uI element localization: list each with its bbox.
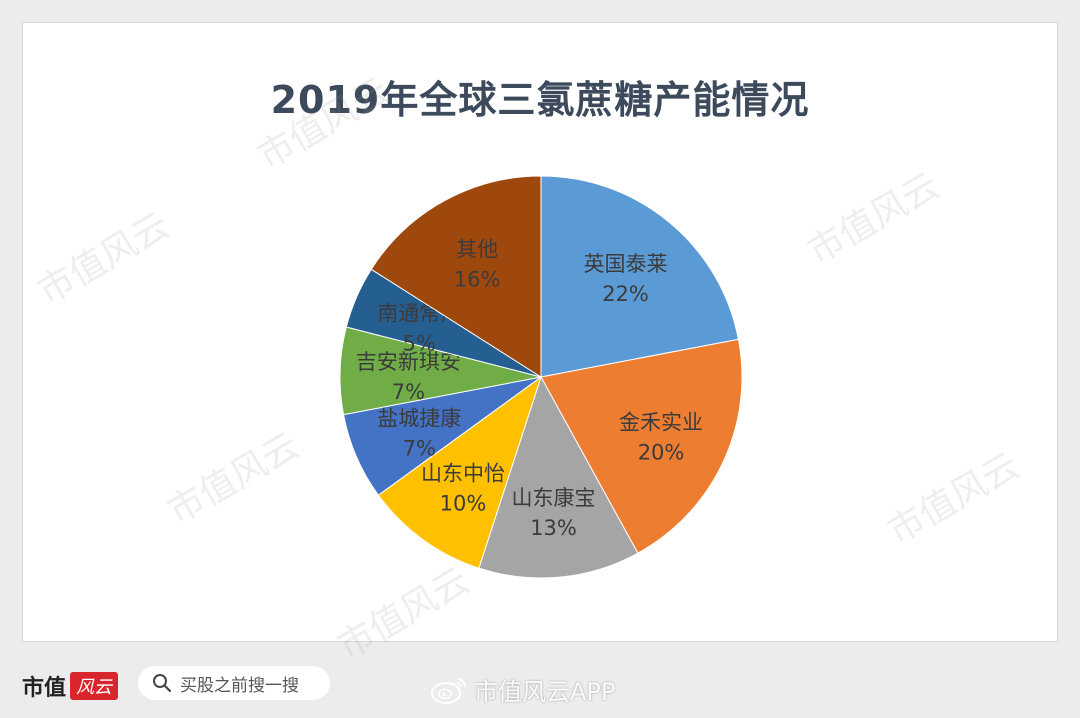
pie-chart: 英国泰莱 22% 金禾实业 20% 山东康宝 13% 山东中怡 10% 盐城捷康 7% 吉安新琪安 7… <box>339 175 743 579</box>
slice-percent-label: 20% <box>638 440 685 464</box>
pie-slice <box>377 375 542 569</box>
slice-name-label: 其他 <box>456 238 498 262</box>
brand-logo: 市值 风云 <box>22 670 119 702</box>
slice-percent-label: 7% <box>403 437 436 461</box>
brand-text: 市值 <box>22 676 67 701</box>
pie-slice <box>370 175 542 378</box>
pie-slice <box>540 338 743 554</box>
slice-name-label: 金禾实业 <box>619 410 703 434</box>
pie-slice <box>478 375 639 579</box>
chart-title: 2019年全球三氯蔗糖产能情况 <box>270 78 810 122</box>
weibo-handle: 市值风云APP <box>430 672 615 707</box>
weibo-icon <box>431 677 467 704</box>
slice-name-label: 吉安新琪安 <box>356 350 461 374</box>
search-label: 买股之前搜一搜 <box>180 675 299 696</box>
slice-percent-label: 13% <box>530 516 577 540</box>
search-button[interactable]: 买股之前搜一搜 <box>138 666 330 700</box>
search-icon <box>153 674 172 693</box>
slice-percent-label: 5% <box>403 331 436 355</box>
slice-percent-label: 10% <box>440 491 487 515</box>
footer-bar: 市值 风云 买股之前搜一搜 市值风云APP <box>0 656 1080 718</box>
slice-name-label: 山东康宝 <box>511 486 595 510</box>
slice-name-label: 英国泰莱 <box>584 252 668 276</box>
slice-percent-label: 22% <box>602 282 649 306</box>
slice-name-label: 山东中怡 <box>421 461 505 485</box>
slice-name-label: 盐城捷康 <box>377 407 461 431</box>
slice-percent-label: 16% <box>454 268 501 292</box>
slice-percent-label: 7% <box>392 380 425 404</box>
weibo-handle-text: 市值风云APP <box>474 678 616 706</box>
chart-card: 2019年全球三氯蔗糖产能情况 英国泰莱 22% 金禾实业 20% 山东康宝 13% 山东中… <box>22 22 1058 642</box>
pie-slice <box>540 175 740 378</box>
brand-badge: 风云 <box>70 672 119 700</box>
